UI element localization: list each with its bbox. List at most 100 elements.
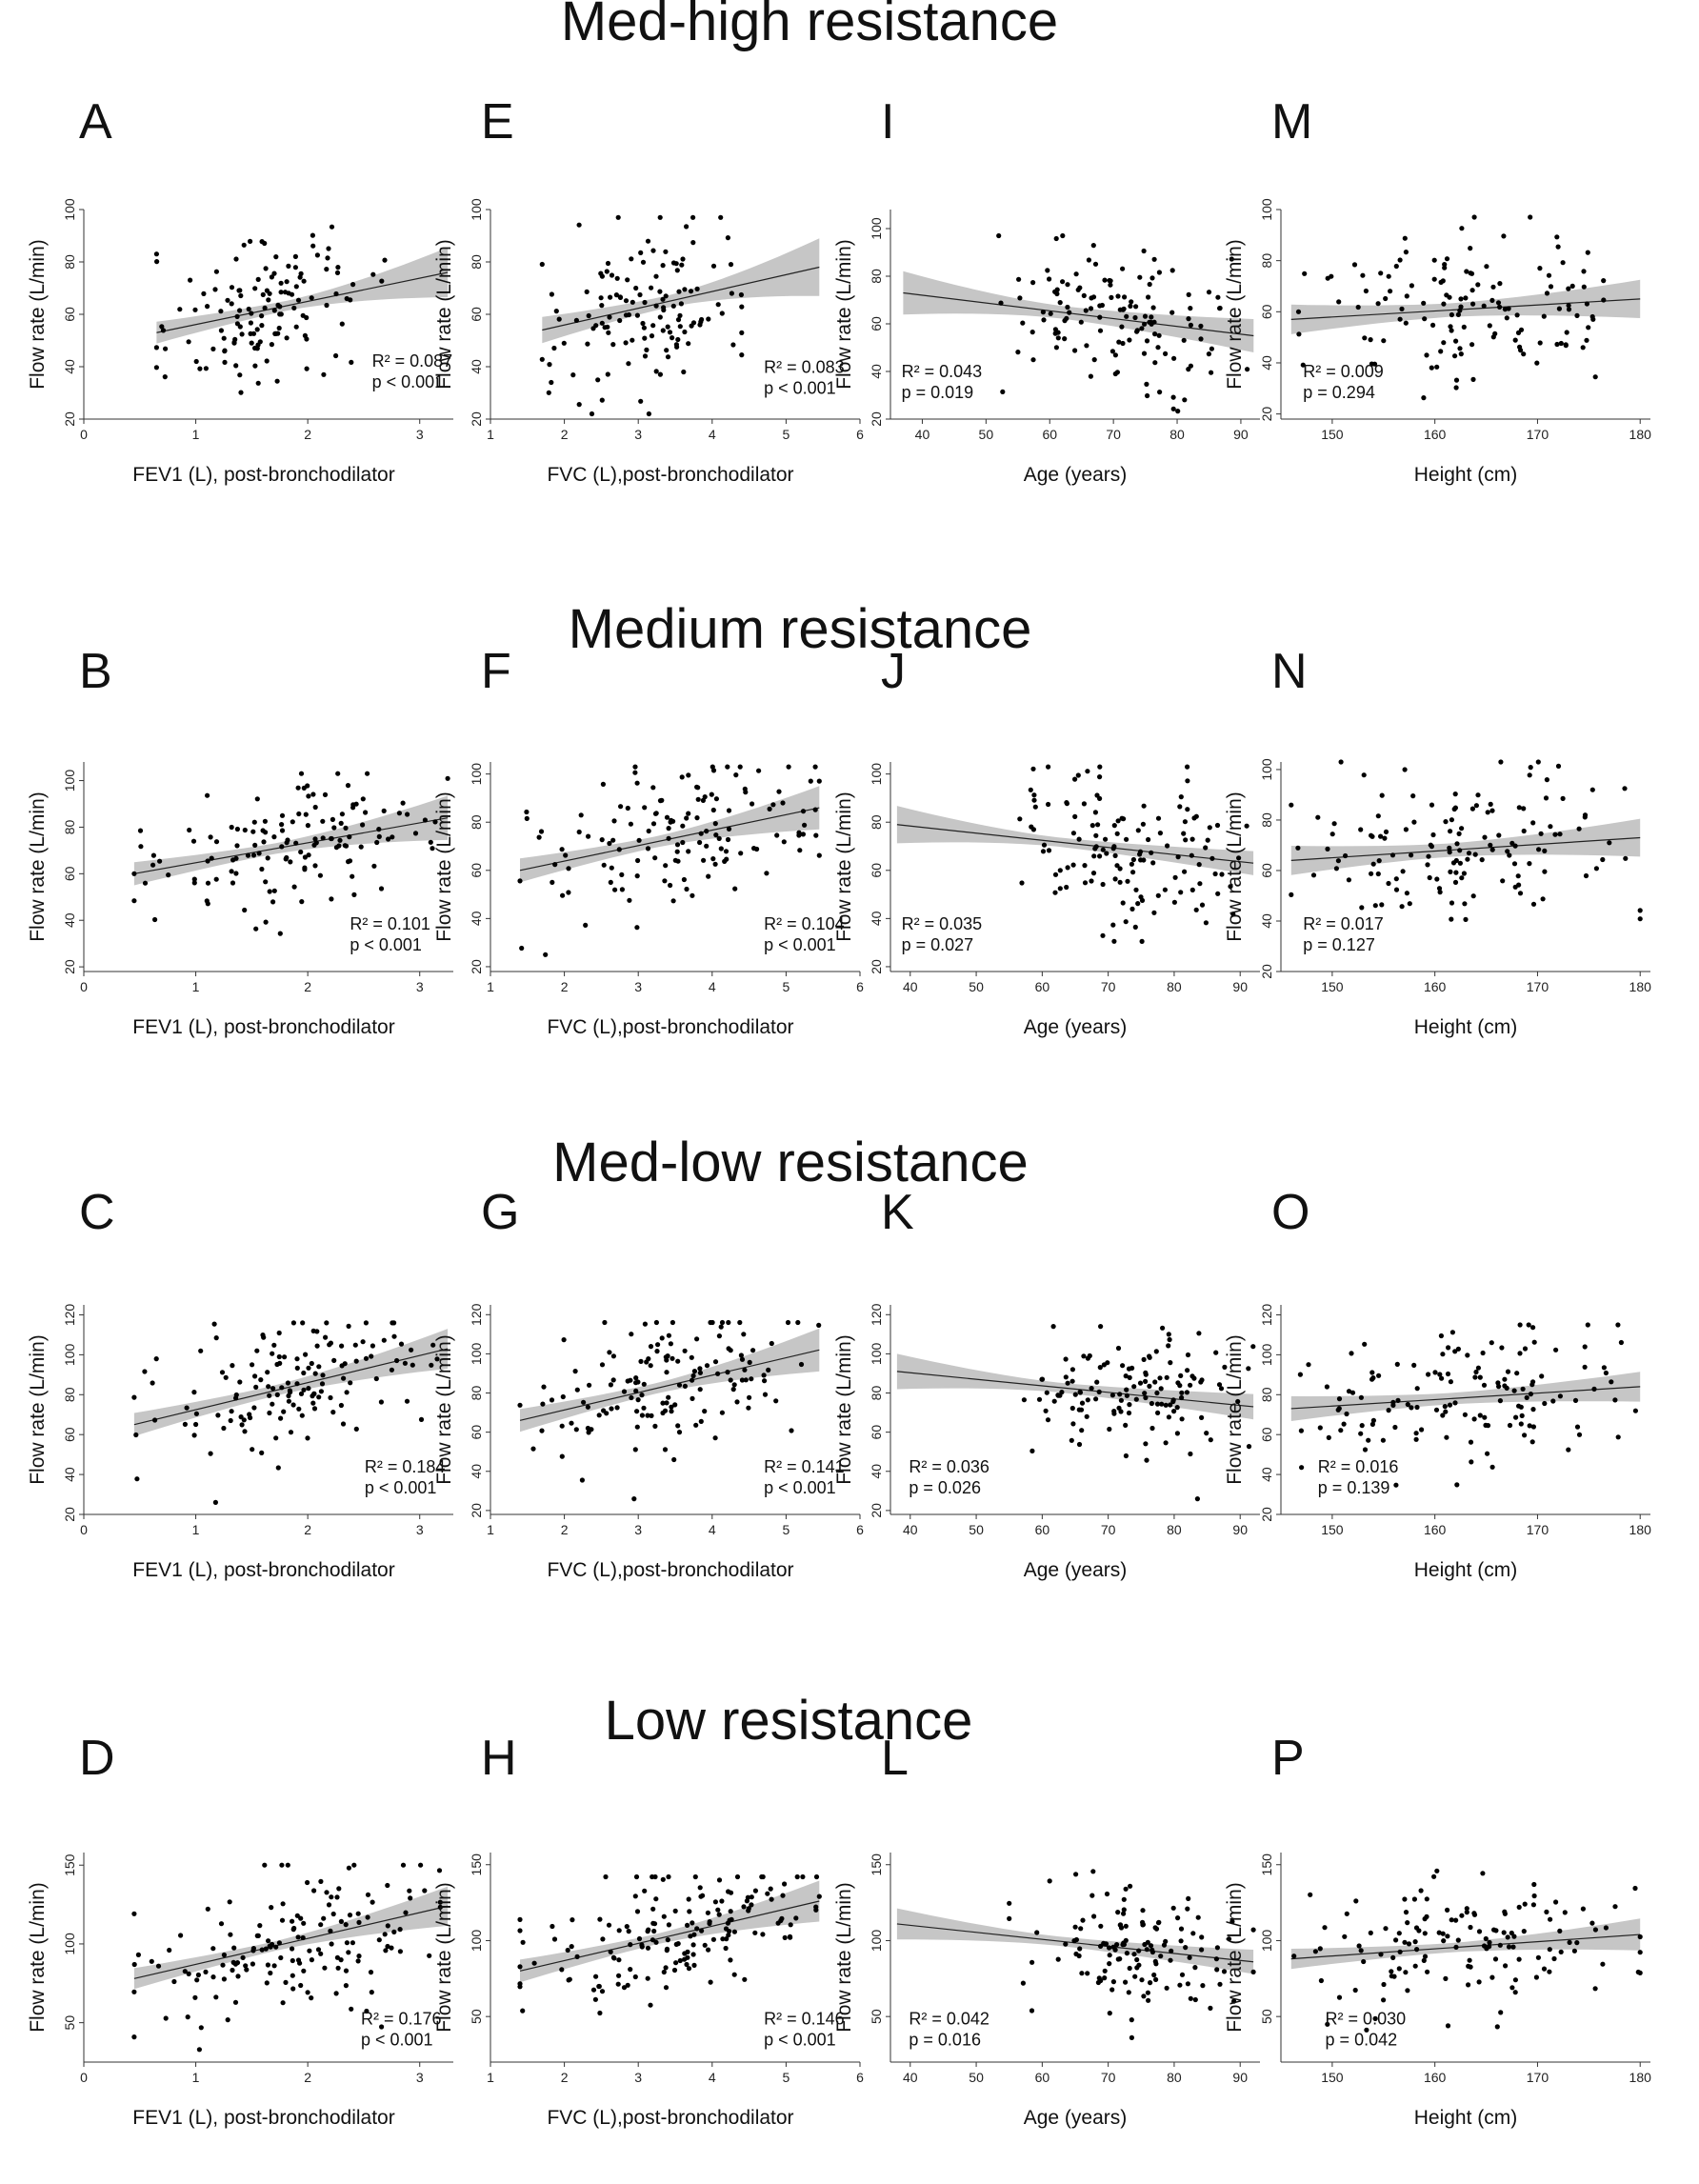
data-point (1335, 858, 1341, 864)
data-point (1542, 869, 1548, 874)
data-point (1245, 367, 1250, 372)
data-point (1222, 1364, 1228, 1370)
data-point (1093, 1396, 1099, 1402)
data-point (1034, 1930, 1040, 1935)
data-point (1527, 861, 1532, 867)
data-point (1455, 311, 1461, 317)
data-point (1453, 377, 1460, 383)
data-point (1375, 813, 1381, 819)
data-point (1440, 1413, 1446, 1418)
data-point (149, 1958, 154, 1964)
data-point (1129, 906, 1135, 912)
data-point (628, 1377, 633, 1383)
data-point (273, 1944, 279, 1950)
row-titles: Med-high resistance Medium resistance Me… (552, 0, 1058, 1752)
data-point (1103, 1941, 1109, 1947)
data-point (1171, 1409, 1177, 1414)
data-point (1402, 1939, 1408, 1945)
data-point (163, 346, 169, 351)
data-point (250, 852, 257, 858)
data-point (752, 1930, 758, 1935)
data-point (298, 1391, 305, 1396)
data-point (236, 288, 242, 293)
data-point (1189, 887, 1195, 893)
data-point (1412, 1939, 1418, 1945)
data-point (1170, 394, 1176, 400)
x-tick-label: 1 (192, 979, 200, 994)
data-point (1163, 1402, 1169, 1408)
data-point (356, 1954, 362, 1959)
data-point (271, 1963, 277, 1969)
data-point (266, 297, 271, 303)
data-point (1179, 1390, 1185, 1395)
data-point (290, 1320, 296, 1326)
data-point (430, 1342, 436, 1348)
data-point (252, 842, 258, 849)
data-point (374, 839, 380, 846)
data-point (233, 1395, 239, 1401)
data-point (1381, 338, 1387, 344)
data-point (1141, 857, 1147, 863)
data-point (312, 863, 318, 869)
data-point (605, 260, 611, 267)
data-point (1449, 311, 1454, 318)
data-point (1458, 296, 1464, 302)
data-point (247, 1412, 252, 1417)
data-point (293, 840, 299, 846)
data-point (1366, 1437, 1371, 1443)
data-point (270, 1351, 275, 1356)
data-point (1085, 1397, 1090, 1403)
x-tick-label: 170 (1527, 1522, 1549, 1537)
data-point (635, 857, 641, 864)
data-point (295, 297, 302, 303)
data-point (632, 1974, 638, 1980)
data-point (1118, 1409, 1124, 1414)
x-tick-label: 150 (1321, 427, 1344, 442)
data-point (1040, 849, 1047, 854)
data-point (1497, 1942, 1503, 1948)
data-point (1199, 1947, 1205, 1953)
x-axis-label: FEV1 (L), post-bronchodilator (132, 1559, 394, 1581)
data-point (1603, 1370, 1609, 1376)
data-point (609, 865, 614, 871)
data-point (1029, 1959, 1035, 1965)
data-point (273, 1435, 279, 1441)
data-point (650, 323, 656, 329)
data-point (378, 1399, 384, 1405)
data-point (323, 1334, 329, 1340)
data-point (1407, 901, 1412, 907)
data-point (741, 1904, 747, 1910)
data-point (1481, 303, 1487, 309)
data-point (338, 1918, 344, 1924)
data-point (770, 802, 776, 808)
data-point (276, 1940, 282, 1946)
y-tick-label: 40 (1259, 913, 1274, 929)
data-point (725, 764, 730, 770)
data-point (693, 1422, 699, 1428)
data-point (762, 1378, 768, 1384)
data-point (1007, 1900, 1012, 1906)
data-point (260, 828, 266, 833)
regression-line (896, 824, 1254, 864)
data-point (1029, 824, 1034, 830)
data-point (1182, 397, 1188, 403)
y-tick-label: 80 (62, 254, 77, 270)
data-point (1231, 1998, 1237, 2004)
data-point (1159, 1401, 1165, 1407)
data-point (334, 270, 341, 275)
data-point (1488, 842, 1493, 848)
data-point (1053, 345, 1059, 351)
data-point (1635, 1969, 1641, 1975)
panel-letter: D (79, 1731, 115, 1786)
data-point (1166, 1332, 1171, 1337)
data-point (437, 1899, 443, 1905)
data-point (1489, 808, 1495, 813)
data-point (1189, 852, 1194, 858)
data-point (653, 369, 659, 374)
data-point (738, 851, 744, 856)
data-point (616, 1957, 622, 1963)
data-point (1097, 764, 1103, 770)
data-point (1492, 1956, 1499, 1962)
data-point (540, 1401, 546, 1407)
